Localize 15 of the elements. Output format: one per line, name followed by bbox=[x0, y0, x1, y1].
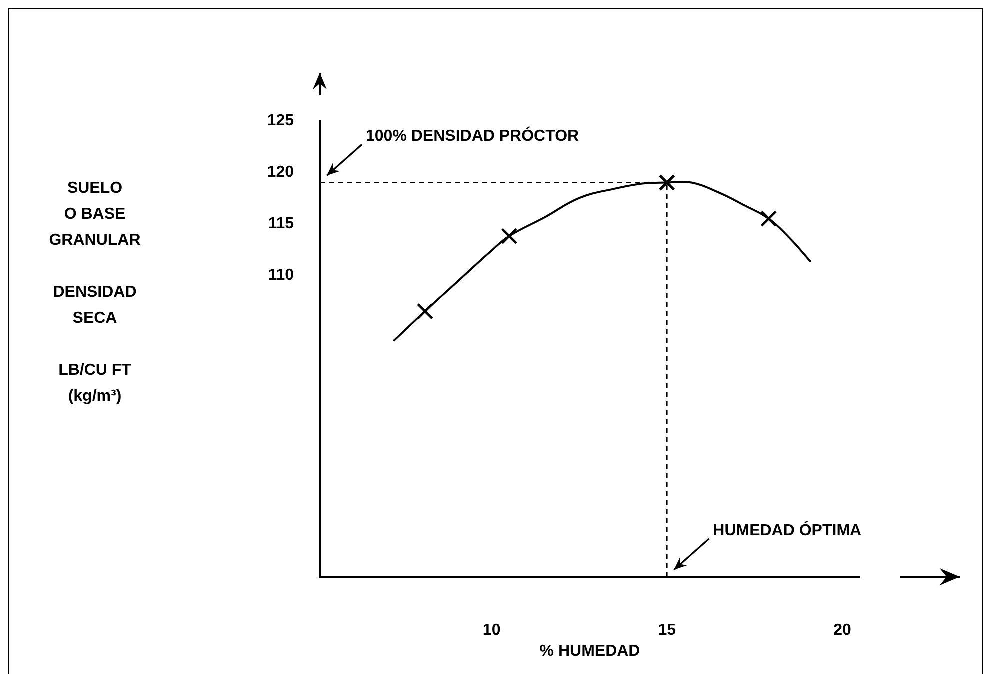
annotation: HUMEDAD ÓPTIMA bbox=[713, 520, 862, 540]
x-tick-label: 20 bbox=[834, 622, 852, 640]
x-tick-label: 10 bbox=[482, 622, 501, 640]
y-tick-label: 120 bbox=[267, 164, 294, 181]
x-tick-label: 15 bbox=[658, 622, 676, 640]
point bbox=[501, 228, 518, 245]
y-tick-label: 125 bbox=[267, 112, 294, 130]
annotation: 100% DENSIDAD PRÓCTOR bbox=[366, 126, 580, 146]
x-axis-title: % HUMEDAD bbox=[540, 642, 640, 660]
text: SUELO O BASE GRANULAR DENSIDAD SECA LB/CU FT (kg/m³) bbox=[49, 180, 141, 405]
y-tick-label: 115 bbox=[268, 215, 294, 232]
point bbox=[416, 303, 434, 320]
y-tick-label: 110 bbox=[268, 266, 294, 284]
point bbox=[658, 174, 676, 192]
point bbox=[760, 210, 778, 228]
